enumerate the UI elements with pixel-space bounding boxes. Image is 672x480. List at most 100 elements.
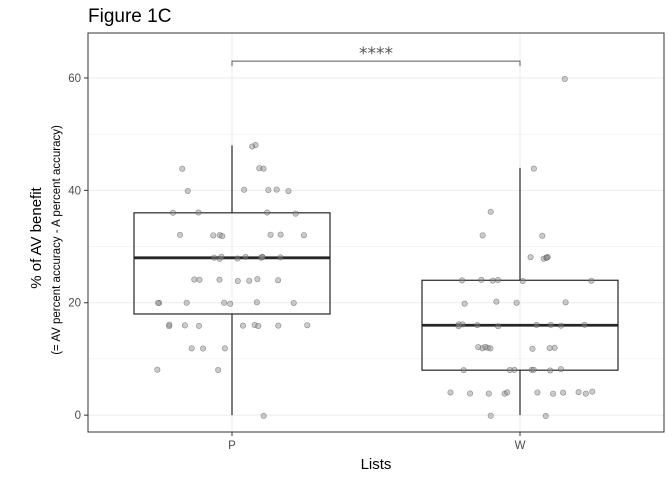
data-point (277, 231, 284, 238)
data-point (253, 299, 260, 306)
data-point (533, 321, 540, 328)
data-point (234, 278, 241, 285)
data-point (221, 299, 228, 306)
significance-bracket (231, 60, 521, 67)
data-point (267, 231, 274, 238)
data-point (211, 254, 218, 261)
data-point (246, 277, 253, 284)
data-point (290, 299, 297, 306)
data-point (249, 143, 256, 150)
data-point (188, 345, 195, 352)
data-point (504, 389, 511, 396)
data-point (304, 322, 311, 329)
data-point (489, 277, 496, 284)
data-point (495, 276, 502, 283)
data-point (277, 254, 284, 261)
data-point (447, 389, 454, 396)
significance-label: **** (359, 44, 393, 64)
data-point (254, 276, 261, 283)
data-point (191, 276, 198, 283)
data-point (487, 412, 494, 419)
x-axis-title: Lists (361, 456, 392, 473)
data-point (506, 367, 513, 374)
data-point (251, 322, 258, 329)
data-point (561, 76, 568, 83)
data-point (562, 299, 569, 306)
box-iqr-P (133, 212, 331, 315)
data-point (184, 187, 191, 194)
data-point (200, 345, 207, 352)
data-point (544, 253, 551, 260)
data-point (460, 367, 467, 374)
data-point (259, 254, 266, 261)
data-point (154, 366, 161, 373)
data-point (547, 367, 554, 374)
data-point (255, 323, 262, 330)
chart-title: Figure 1C (88, 6, 171, 27)
data-point (530, 165, 537, 172)
data-point (264, 209, 271, 216)
data-point (557, 366, 564, 373)
data-point (183, 299, 190, 306)
data-point (300, 232, 307, 239)
data-point (550, 390, 557, 397)
data-point (493, 298, 500, 305)
data-point (285, 188, 292, 195)
data-point (275, 322, 282, 329)
data-point (543, 254, 550, 261)
data-point (511, 366, 518, 373)
data-point (195, 209, 202, 216)
data-point (534, 389, 541, 396)
data-point (455, 323, 462, 330)
data-point (589, 388, 596, 395)
data-point (467, 390, 474, 397)
data-point (530, 366, 537, 373)
data-point (547, 321, 554, 328)
data-point (227, 300, 234, 307)
data-point (239, 322, 246, 329)
data-point (519, 277, 526, 284)
data-point (273, 186, 280, 193)
data-point (513, 299, 520, 306)
y-tick-label: 40 (68, 185, 81, 197)
data-point (560, 389, 567, 396)
data-point (256, 165, 263, 172)
data-point (234, 255, 241, 262)
data-point (210, 232, 217, 239)
data-point (252, 141, 259, 148)
data-point (581, 321, 588, 328)
y-axis-title: % of AV benefit (28, 186, 45, 288)
data-point (459, 277, 466, 284)
data-point (588, 277, 595, 284)
data-point (495, 323, 502, 330)
data-point (241, 186, 248, 193)
x-tick-label: P (228, 440, 236, 452)
data-point (582, 390, 589, 397)
data-point (221, 345, 228, 352)
y-axis-subtitle: (= AV percent accuracy - A percent accur… (51, 125, 63, 355)
data-point (529, 345, 536, 352)
data-point (551, 344, 558, 351)
data-point (166, 321, 173, 328)
panel-border (87, 32, 665, 433)
data-point (216, 276, 223, 283)
data-point (542, 413, 549, 420)
data-point (215, 367, 222, 374)
y-tick-label: 0 (75, 410, 81, 422)
data-point (177, 231, 184, 238)
data-point (527, 254, 534, 261)
data-point (195, 322, 202, 329)
data-point (575, 389, 582, 396)
data-point (558, 322, 565, 329)
data-point (181, 322, 188, 329)
y-tick-label: 60 (68, 73, 81, 85)
data-point (479, 232, 486, 239)
y-tick-label: 20 (68, 298, 81, 310)
data-point (474, 322, 481, 329)
data-point (219, 233, 226, 240)
data-point (275, 277, 282, 284)
data-point (485, 390, 492, 397)
data-point (292, 210, 299, 217)
plot-panel: **** 0 20 40 60 P W (68, 32, 665, 452)
